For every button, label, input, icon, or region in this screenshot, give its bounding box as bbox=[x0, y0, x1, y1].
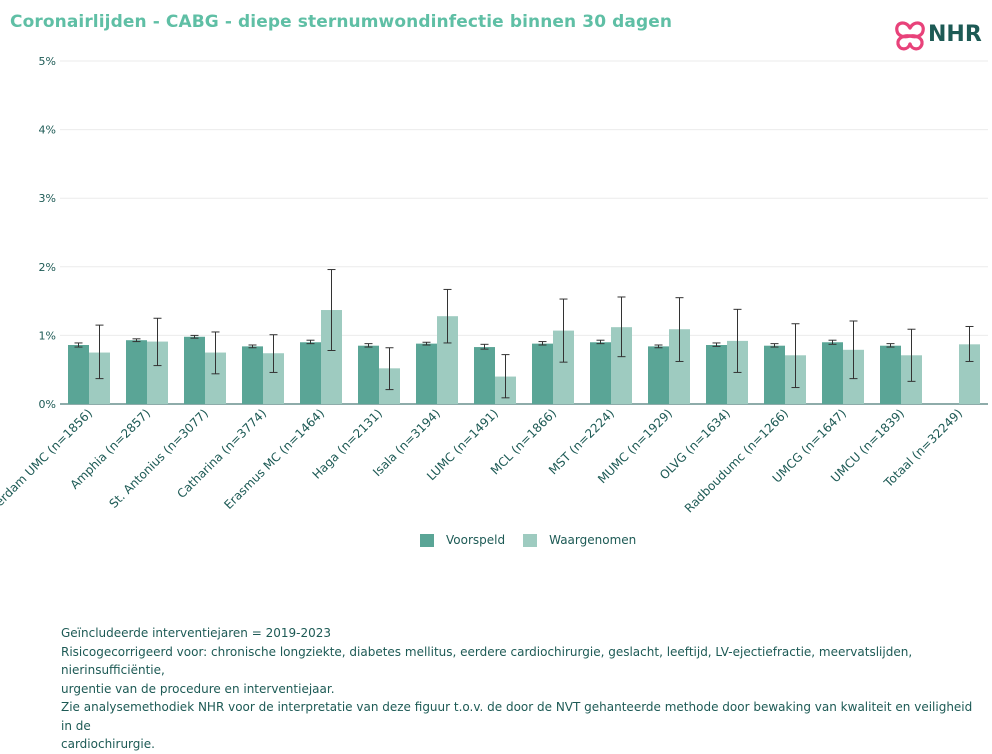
bar-waargenomen bbox=[611, 327, 632, 404]
legend-item-waargenomen: Waargenomen bbox=[523, 533, 636, 547]
footnote-line: urgentie van de procedure en interventie… bbox=[61, 681, 335, 696]
bar-voorspeld bbox=[648, 346, 669, 404]
footnote-line: cardiochirurgie. bbox=[61, 737, 155, 751]
legend-swatch-voorspeld bbox=[420, 533, 434, 547]
logo-text: NHR bbox=[928, 22, 982, 47]
nhr-logo: NHR bbox=[892, 16, 988, 56]
bar-waargenomen bbox=[437, 316, 458, 404]
y-tick-label: 3% bbox=[39, 192, 56, 205]
x-tick-label: Radboudumc (n=1266) bbox=[682, 406, 791, 515]
bar-voorspeld bbox=[532, 343, 553, 404]
x-tick-label: St. Antonius (n=3077) bbox=[106, 406, 211, 511]
y-tick-label: 5% bbox=[39, 55, 56, 68]
footnote-line: Risicogecorrigeerd voor: chronische long… bbox=[61, 644, 913, 678]
bar-voorspeld bbox=[822, 342, 843, 404]
bar-voorspeld bbox=[706, 345, 727, 404]
footnote-line: Geïncludeerde interventiejaren = 2019-20… bbox=[61, 626, 331, 640]
bar-voorspeld bbox=[184, 336, 205, 404]
bar-waargenomen bbox=[959, 344, 980, 404]
bar-voorspeld bbox=[590, 342, 611, 404]
page-title: Coronairlijden - CABG - diepe sternumwon… bbox=[10, 12, 673, 32]
bar-waargenomen bbox=[263, 353, 284, 404]
x-tick-label: Erasmus MC (n=1464) bbox=[221, 406, 327, 512]
bar-voorspeld bbox=[126, 340, 147, 404]
legend-item-voorspeld: Voorspeld bbox=[420, 533, 505, 547]
bar-voorspeld bbox=[764, 345, 785, 404]
bar-chart: 0%1%2%3%4%5%Amsterdam UMC (n=1856)Amphia… bbox=[0, 55, 988, 531]
legend-swatch-waargenomen bbox=[523, 533, 538, 547]
legend-label-waargenomen: Waargenomen bbox=[549, 533, 637, 547]
nhr-heart-icon bbox=[895, 21, 925, 51]
footnote-line: Zie analysemethodiek NHR voor de interpr… bbox=[61, 700, 973, 733]
bar-voorspeld bbox=[416, 343, 437, 404]
bar-waargenomen bbox=[321, 310, 342, 404]
y-tick-label: 1% bbox=[39, 329, 56, 342]
y-tick-label: 2% bbox=[39, 261, 56, 274]
y-tick-label: 0% bbox=[39, 398, 56, 411]
bar-voorspeld bbox=[880, 345, 901, 404]
bar-waargenomen bbox=[205, 352, 226, 404]
bar-voorspeld bbox=[300, 342, 321, 404]
bar-waargenomen bbox=[669, 329, 690, 404]
bar-voorspeld bbox=[68, 345, 89, 404]
y-tick-label: 4% bbox=[39, 124, 56, 137]
bar-waargenomen bbox=[553, 330, 574, 404]
footnotes: Geïncludeerde interventiejaren = 2019-20… bbox=[61, 624, 981, 754]
bar-waargenomen bbox=[147, 341, 168, 404]
legend-label-voorspeld: Voorspeld bbox=[446, 533, 506, 547]
bar-voorspeld bbox=[242, 346, 263, 404]
bar-voorspeld bbox=[358, 345, 379, 404]
chart-legend: Voorspeld Waargenomen bbox=[420, 533, 654, 547]
bar-voorspeld bbox=[474, 347, 495, 404]
